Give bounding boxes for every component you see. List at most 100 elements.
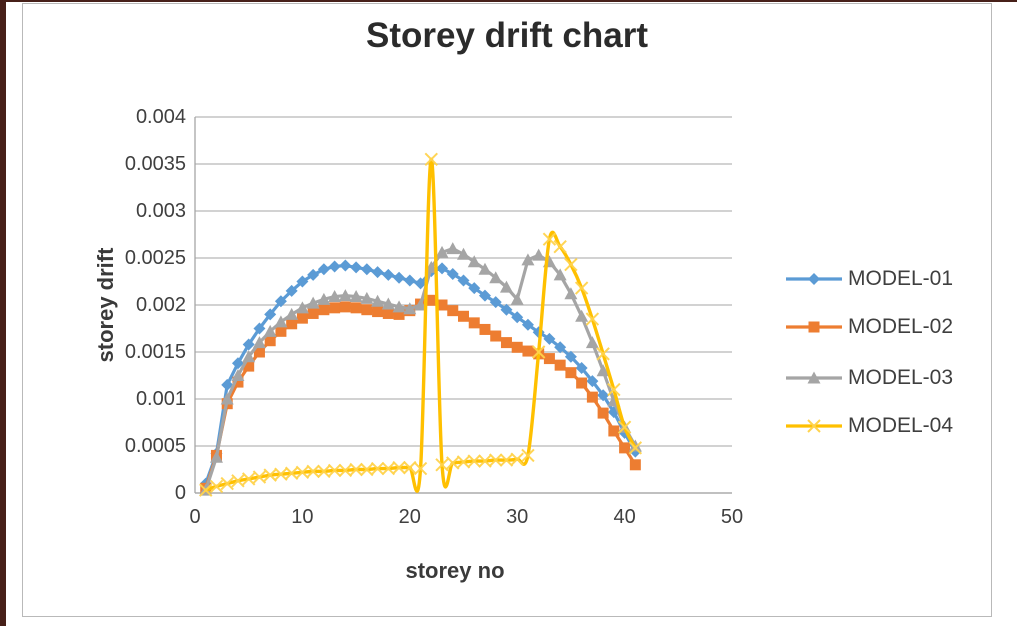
y-tick-label: 0.0005 [124, 435, 186, 457]
x-marker [807, 419, 821, 433]
x-marker [531, 345, 546, 359]
square-legend-swatch-icon [786, 321, 842, 333]
y-tick-label: 0.0025 [124, 247, 186, 269]
x-marker [370, 461, 385, 476]
diamond-marker [554, 341, 567, 354]
square-marker [447, 305, 459, 317]
x-marker [489, 453, 503, 467]
triangle-marker [585, 336, 599, 349]
x-tick-label: 30 [506, 506, 529, 528]
diamond-marker [575, 361, 588, 374]
square-marker [522, 345, 534, 357]
square-marker [490, 330, 502, 342]
square-marker [629, 459, 641, 471]
triangle-marker [446, 242, 460, 255]
square-marker [318, 304, 330, 316]
diamond-marker [285, 284, 298, 297]
x-marker [241, 472, 256, 486]
x-marker [607, 382, 621, 397]
x-marker [317, 464, 331, 479]
x-marker [327, 463, 342, 478]
x-marker [596, 347, 610, 361]
diamond-marker [521, 318, 534, 331]
diamond-marker [393, 271, 406, 284]
square-marker [425, 294, 437, 306]
diamond-marker [371, 266, 384, 279]
triangle-marker [381, 297, 395, 310]
x-marker [360, 462, 374, 477]
legend-item-model-04: MODEL-04 [785, 412, 953, 440]
y-tick-label: 0.004 [135, 106, 186, 128]
square-marker [597, 407, 609, 419]
square-marker [393, 308, 405, 320]
triangle-marker [532, 248, 546, 261]
page-top-edge [0, 0, 1017, 2]
x-axis-title: storey no [405, 558, 505, 583]
diamond-marker [339, 259, 352, 272]
x-legend-swatch-icon [786, 419, 842, 433]
triangle-marker [499, 280, 513, 293]
triangle-marker [478, 262, 492, 275]
diamond-marker [478, 289, 491, 302]
x-marker [306, 464, 320, 479]
diamond-marker [274, 295, 287, 308]
y-tick-label: 0.003 [135, 200, 186, 222]
square-marker [350, 302, 362, 314]
x-marker [349, 462, 363, 477]
triangle-marker [242, 350, 256, 363]
x-marker [435, 458, 449, 472]
diamond-marker [242, 338, 255, 351]
square-marker [372, 306, 384, 318]
x-marker [446, 456, 460, 470]
square-marker [554, 359, 566, 371]
legend-item-model-02: MODEL-02 [785, 313, 953, 341]
x-marker [295, 465, 310, 480]
triangle-marker [403, 302, 417, 315]
diamond-marker [436, 262, 449, 275]
y-tick-label: 0.0035 [124, 153, 186, 175]
legend-item-model-03: MODEL-03 [785, 364, 953, 392]
triangle-marker [467, 255, 481, 268]
x-marker [456, 455, 471, 469]
square-marker [232, 376, 244, 388]
triangle-marker [392, 300, 406, 313]
x-tick-label: 0 [189, 506, 201, 528]
legend-label: MODEL-03 [848, 366, 954, 389]
triangle-marker [328, 290, 342, 303]
triangle-marker [306, 296, 320, 309]
triangle-marker [338, 289, 352, 302]
diamond-marker [597, 389, 610, 402]
square-marker [307, 307, 319, 319]
x-marker [542, 232, 557, 246]
square-marker [619, 442, 631, 454]
diamond-marker [360, 263, 373, 276]
diamond-marker [317, 263, 330, 276]
diamond-marker [457, 274, 470, 287]
diamond-marker [296, 275, 309, 288]
diamond-marker [221, 378, 234, 391]
x-marker [499, 453, 514, 467]
square-marker [264, 335, 276, 347]
square-marker [543, 353, 555, 365]
x-marker [338, 463, 353, 478]
square-marker [500, 337, 512, 349]
diamond-marker [231, 357, 244, 370]
diamond-legend-swatch-icon [786, 273, 842, 285]
x-marker [564, 257, 578, 272]
square-marker [586, 391, 598, 403]
x-marker [521, 448, 535, 463]
x-marker [478, 454, 492, 468]
diamond-marker [586, 375, 599, 388]
triangle-marker [457, 247, 470, 260]
square-marker [296, 312, 308, 324]
triangle-marker [349, 290, 363, 303]
page-left-edge [0, 0, 6, 626]
diamond-marker [328, 260, 341, 273]
y-tick-label: 0.001 [135, 388, 186, 410]
diamond-marker [564, 350, 577, 363]
x-marker [617, 420, 632, 434]
legend-label: MODEL-01 [848, 267, 954, 290]
x-marker [553, 240, 567, 254]
x-marker [381, 461, 396, 476]
